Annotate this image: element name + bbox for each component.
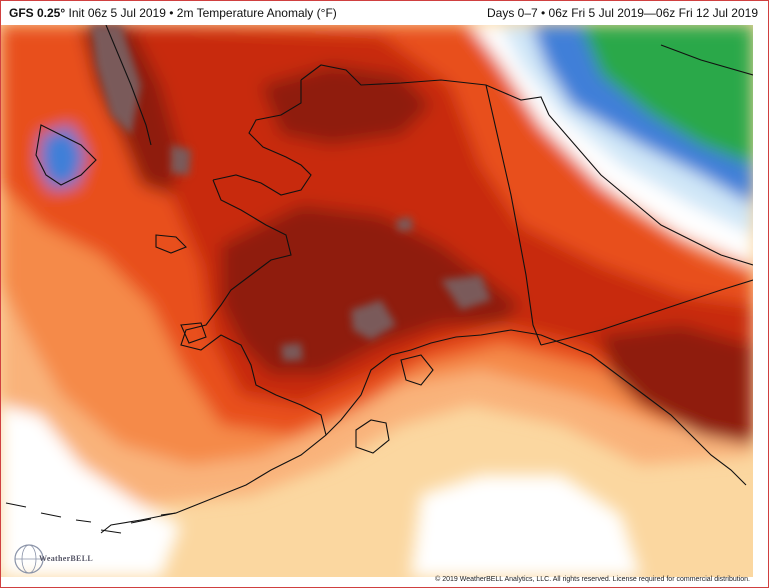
anomaly-green xyxy=(581,25,753,165)
valid-period: Days 0–7 • 06z Fri 5 Jul 2019—06z Fri 12… xyxy=(486,6,758,20)
kenai-peninsula xyxy=(400,354,434,386)
globe-icon xyxy=(14,544,44,574)
aleutian-islands xyxy=(5,502,177,534)
russia-border xyxy=(105,25,152,146)
us-canada-border xyxy=(485,84,542,346)
header-left: GFS 0.25° Init 06z 5 Jul 2019 • 2m Tempe… xyxy=(9,1,337,25)
logo-text: WeatherBELL xyxy=(39,554,93,563)
kodiak-island xyxy=(355,419,390,454)
header-separator: • xyxy=(169,6,174,20)
map-svg xyxy=(1,25,753,577)
temperature-anomaly-map xyxy=(1,25,753,577)
nunivak-island xyxy=(180,322,207,344)
extreme-patch-1 xyxy=(91,25,141,135)
anomaly-white-sw xyxy=(1,405,181,577)
anomaly-dark-red xyxy=(221,205,521,375)
anomaly-extremes xyxy=(91,25,491,361)
extreme-patch-6 xyxy=(396,217,413,231)
anomaly-field xyxy=(1,25,753,577)
nwt-border xyxy=(548,114,753,266)
map-header: GFS 0.25° Init 06z 5 Jul 2019 • 2m Tempe… xyxy=(1,1,768,25)
anomaly-dark-red-southeast xyxy=(601,325,753,445)
anomaly-white-south xyxy=(411,475,641,577)
yukon-bc-border xyxy=(540,279,753,346)
extreme-patch-2 xyxy=(171,145,191,175)
st-lawrence-island xyxy=(155,234,187,254)
model-label: GFS 0.25° xyxy=(9,6,66,20)
field-label: 2m Temperature Anomaly (°F) xyxy=(176,6,337,20)
copyright-notice: © 2019 WeatherBELL Analytics, LLC. All r… xyxy=(435,576,750,583)
nunavut-border xyxy=(660,44,753,76)
extreme-patch-4 xyxy=(441,275,491,310)
anomaly-dark-red-north xyxy=(261,65,431,145)
extreme-patch-3 xyxy=(351,300,396,340)
weatherbell-logo: WeatherBELL xyxy=(13,541,93,577)
coastlines xyxy=(5,25,753,534)
alaska-coastline xyxy=(100,64,747,534)
chukotka-coast xyxy=(35,124,97,186)
init-time: Init 06z 5 Jul 2019 xyxy=(68,6,166,20)
extreme-patch-5 xyxy=(281,343,303,361)
